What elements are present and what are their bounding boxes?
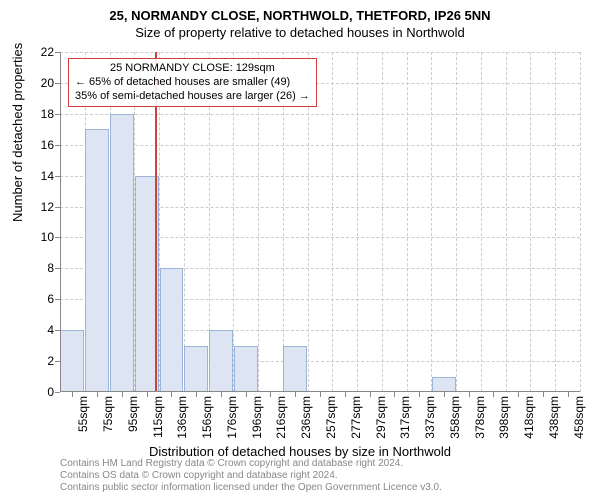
gridline-v [407,52,408,392]
gridline-h [60,145,580,146]
xtick-label: 236sqm [299,396,313,439]
ytick-label: 16 [24,138,54,152]
xtick-label: 398sqm [497,396,511,439]
xtick-mark [270,392,271,397]
ytick-label: 12 [24,200,54,214]
xtick-mark [493,392,494,397]
xtick-label: 438sqm [547,396,561,439]
plot-area: 024681012141618202255sqm75sqm95sqm115sqm… [60,52,580,392]
ytick-label: 18 [24,107,54,121]
gridline-h [60,52,580,53]
xtick-mark [469,392,470,397]
xtick-mark [543,392,544,397]
xtick-mark [444,392,445,397]
xtick-label: 378sqm [473,396,487,439]
xtick-mark [568,392,569,397]
gridline-v [456,52,457,392]
ytick-label: 2 [24,354,54,368]
bar [283,346,307,392]
xtick-mark [419,392,420,397]
bar [85,129,109,392]
bar [60,330,84,392]
gridline-h [60,114,580,115]
y-axis-label: Number of detached properties [10,43,25,222]
xtick-label: 216sqm [274,396,288,439]
annotation-line: 35% of semi-detached houses are larger (… [75,90,310,104]
ytick-label: 4 [24,323,54,337]
ytick-label: 22 [24,45,54,59]
gridline-v [431,52,432,392]
xtick-mark [345,392,346,397]
x-axis [60,391,580,392]
xtick-label: 75sqm [101,396,115,432]
annotation-line: 25 NORMANDY CLOSE: 129sqm [75,62,310,76]
bar [432,377,456,392]
xtick-mark [518,392,519,397]
footer-line: Contains OS data © Crown copyright and d… [60,470,442,482]
xtick-mark [246,392,247,397]
bar [160,268,184,392]
bar [234,346,258,392]
gridline-v [382,52,383,392]
xtick-label: 257sqm [324,396,338,439]
ytick-label: 8 [24,261,54,275]
xtick-mark [221,392,222,397]
xtick-mark [147,392,148,397]
gridline-v [481,52,482,392]
xtick-label: 136sqm [175,396,189,439]
gridline-v [357,52,358,392]
xtick-mark [370,392,371,397]
xtick-label: 176sqm [225,396,239,439]
annotation-box: 25 NORMANDY CLOSE: 129sqm← 65% of detach… [68,58,317,107]
gridline-v [332,52,333,392]
xtick-label: 196sqm [250,396,264,439]
xtick-label: 55sqm [76,396,90,432]
gridline-v [580,52,581,392]
xtick-label: 418sqm [522,396,536,439]
bar [209,330,233,392]
gridline-v [555,52,556,392]
chart-title-sub: Size of property relative to detached ho… [0,25,600,40]
xtick-label: 458sqm [572,396,586,439]
xtick-mark [394,392,395,397]
footer-line: Contains public sector information licen… [60,482,442,494]
ytick-label: 20 [24,76,54,90]
annotation-line: ← 65% of detached houses are smaller (49… [75,76,310,90]
footer-line: Contains HM Land Registry data © Crown c… [60,458,442,470]
xtick-label: 95sqm [126,396,140,432]
footer-attrib: Contains HM Land Registry data © Crown c… [60,458,442,494]
gridline-v [506,52,507,392]
xtick-label: 358sqm [448,396,462,439]
xtick-mark [171,392,172,397]
ytick-label: 14 [24,169,54,183]
chart-container: 25, NORMANDY CLOSE, NORTHWOLD, THETFORD,… [0,0,600,500]
xtick-label: 115sqm [151,396,165,438]
xtick-mark [122,392,123,397]
xtick-label: 297sqm [374,396,388,439]
xtick-label: 337sqm [423,396,437,439]
xtick-label: 277sqm [349,396,363,439]
xtick-label: 156sqm [200,396,214,439]
xtick-label: 317sqm [398,396,412,439]
ytick-label: 0 [24,385,54,399]
xtick-mark [320,392,321,397]
xtick-mark [97,392,98,397]
xtick-mark [72,392,73,397]
ytick-label: 10 [24,230,54,244]
bar [184,346,208,392]
xtick-mark [295,392,296,397]
chart-title-main: 25, NORMANDY CLOSE, NORTHWOLD, THETFORD,… [0,0,600,23]
ytick-label: 6 [24,292,54,306]
y-axis [60,52,61,392]
ytick-mark [55,392,60,393]
bar [110,114,134,392]
xtick-mark [196,392,197,397]
gridline-v [530,52,531,392]
x-axis-label: Distribution of detached houses by size … [0,444,600,459]
